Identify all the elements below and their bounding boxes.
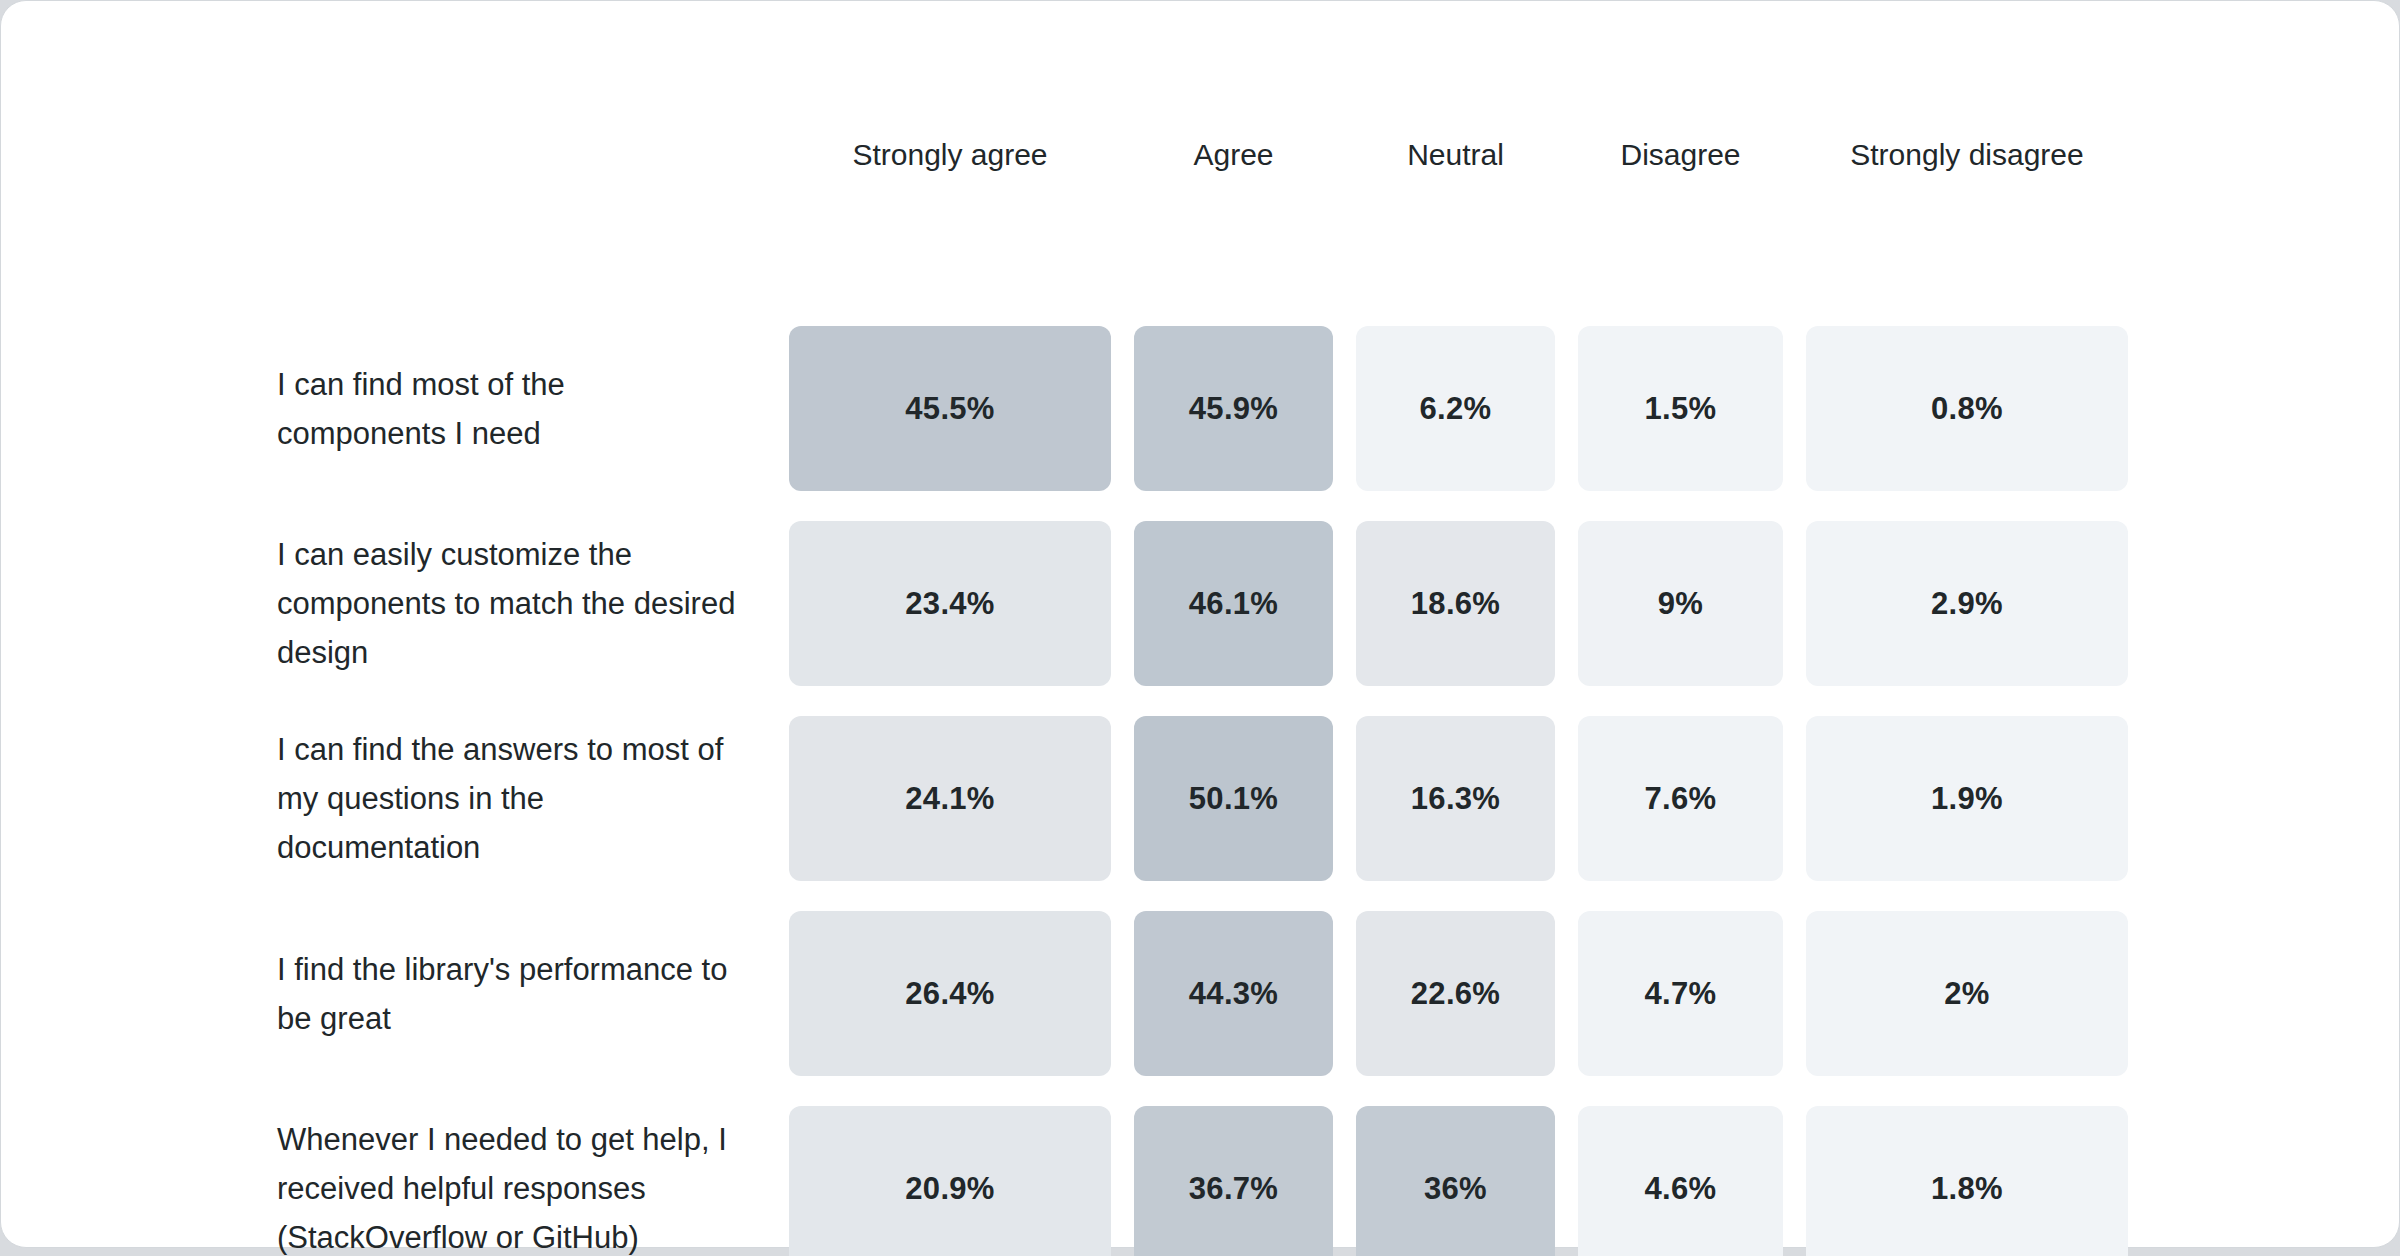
heatmap-cell-r5-agree: 36.7% <box>1134 1106 1333 1256</box>
heatmap-cell-r4-strongly-disagree: 2% <box>1806 911 2128 1076</box>
heatmap-cell-r2-strongly-agree: 23.4% <box>789 521 1111 686</box>
column-header-neutral: Neutral <box>1356 131 1555 178</box>
heatmap-cell-r4-neutral: 22.6% <box>1356 911 1555 1076</box>
heatmap-cell-r1-agree: 45.9% <box>1134 326 1333 491</box>
heatmap-cell-r1-disagree: 1.5% <box>1578 326 1783 491</box>
column-header-strongly-agree: Strongly agree <box>789 131 1111 178</box>
row-label-helpful-responses: Whenever I needed to get help, I receive… <box>277 1106 766 1256</box>
heatmap-cell-r2-strongly-disagree: 2.9% <box>1806 521 2128 686</box>
heatmap-cell-r1-strongly-agree: 45.5% <box>789 326 1111 491</box>
survey-results-card: Strongly agree Agree Neutral Disagree St… <box>0 0 2400 1248</box>
heatmap-cell-r4-agree: 44.3% <box>1134 911 1333 1076</box>
heatmap-cell-r3-agree: 50.1% <box>1134 716 1333 881</box>
heatmap-cell-r5-strongly-disagree: 1.8% <box>1806 1106 2128 1256</box>
heatmap-cell-r2-agree: 46.1% <box>1134 521 1333 686</box>
heatmap-cell-r5-disagree: 4.6% <box>1578 1106 1783 1256</box>
heatmap-cell-r2-neutral: 18.6% <box>1356 521 1555 686</box>
row-label-documentation-answers: I can find the answers to most of my que… <box>277 716 766 881</box>
heatmap-cell-r3-strongly-agree: 24.1% <box>789 716 1111 881</box>
column-header-strongly-disagree: Strongly disagree <box>1806 131 2128 178</box>
column-header-disagree: Disagree <box>1578 131 1783 178</box>
row-label-library-performance: I find the library's performance to be g… <box>277 911 766 1076</box>
heatmap-cell-r4-strongly-agree: 26.4% <box>789 911 1111 1076</box>
heatmap-cell-r3-disagree: 7.6% <box>1578 716 1783 881</box>
heatmap-cell-r5-strongly-agree: 20.9% <box>789 1106 1111 1256</box>
heatmap-cell-r2-disagree: 9% <box>1578 521 1783 686</box>
heatmap-cell-r3-neutral: 16.3% <box>1356 716 1555 881</box>
heatmap-cell-r1-neutral: 6.2% <box>1356 326 1555 491</box>
row-label-customize-components: I can easily customize the components to… <box>277 521 766 686</box>
heatmap-cell-r3-strongly-disagree: 1.9% <box>1806 716 2128 881</box>
heatmap-cell-r5-neutral: 36% <box>1356 1106 1555 1256</box>
likert-heatmap-table: Strongly agree Agree Neutral Disagree St… <box>277 131 2128 1256</box>
page-background: Strongly agree Agree Neutral Disagree St… <box>0 0 2400 1256</box>
column-header-agree: Agree <box>1134 131 1333 178</box>
corner-spacer <box>277 131 766 178</box>
row-label-find-components: I can find most of the components I need <box>277 326 766 491</box>
heatmap-cell-r1-strongly-disagree: 0.8% <box>1806 326 2128 491</box>
heatmap-cell-r4-disagree: 4.7% <box>1578 911 1783 1076</box>
